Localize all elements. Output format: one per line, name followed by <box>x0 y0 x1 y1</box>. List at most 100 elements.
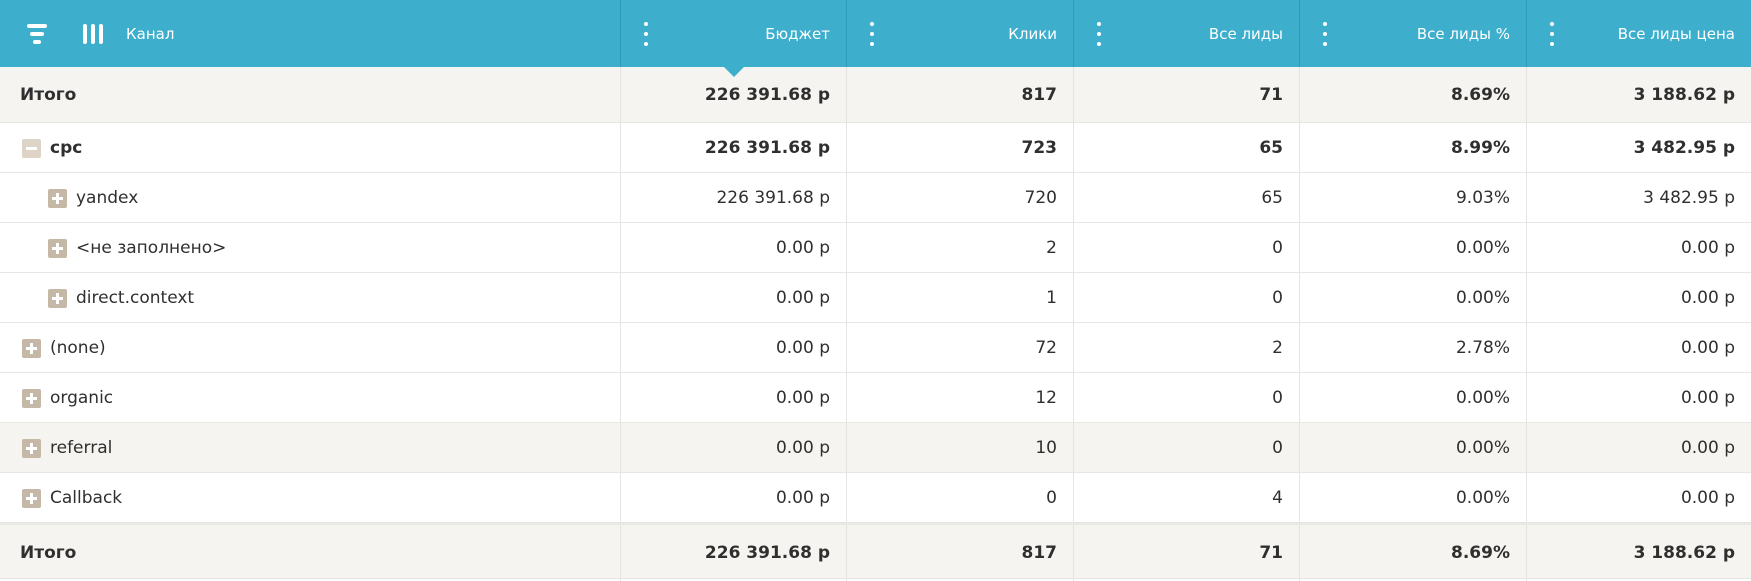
leads-price-cell: 0.00 р <box>1526 323 1751 373</box>
totals-row-top: Итого 226 391.68 р 817 71 8.69% 3 188.62… <box>0 67 1751 123</box>
kebab-icon[interactable] <box>1318 21 1332 46</box>
channel-cell: direct.context <box>0 273 620 323</box>
leads-pct-cell: 0.00% <box>1299 473 1526 523</box>
expand-icon[interactable] <box>22 388 41 408</box>
table-row: direct.context 0.00 р 1 0 0.00% 0.00 р <box>0 273 1751 323</box>
column-header-budget[interactable]: Бюджет <box>765 24 830 43</box>
budget-cell: 0.00 р <box>620 373 846 423</box>
channel-cell: Callback <box>0 473 620 523</box>
totals-leads: 71 <box>1073 525 1299 581</box>
sort-indicator-icon <box>724 67 744 77</box>
header-channel-cell: Канал <box>0 0 620 67</box>
expand-icon[interactable] <box>48 288 67 308</box>
header-leads-price-cell: Все лиды цена <box>1526 0 1751 67</box>
header-clicks-cell: Клики <box>846 0 1073 67</box>
expand-icon[interactable] <box>22 488 41 508</box>
channel-label: organic <box>50 388 114 408</box>
table-row: cpc 226 391.68 р 723 65 8.99% 3 482.95 р <box>0 123 1751 173</box>
budget-cell: 0.00 р <box>620 323 846 373</box>
leads-price-cell: 0.00 р <box>1526 223 1751 273</box>
clicks-cell: 12 <box>846 373 1073 423</box>
table-row: organic 0.00 р 12 0 0.00% 0.00 р <box>0 373 1751 423</box>
channel-label: yandex <box>76 188 139 208</box>
totals-budget: 226 391.68 р <box>620 67 846 123</box>
totals-leads-price: 3 188.62 р <box>1526 67 1751 123</box>
leads-cell: 2 <box>1073 323 1299 373</box>
kebab-icon[interactable] <box>1092 21 1106 46</box>
totals-clicks: 817 <box>846 525 1073 581</box>
clicks-cell: 10 <box>846 423 1073 473</box>
totals-budget: 226 391.68 р <box>620 525 846 581</box>
clicks-cell: 723 <box>846 123 1073 173</box>
leads-pct-cell: 9.03% <box>1299 173 1526 223</box>
leads-price-cell: 0.00 р <box>1526 273 1751 323</box>
clicks-cell: 2 <box>846 223 1073 273</box>
expand-icon[interactable] <box>48 188 67 208</box>
expand-icon[interactable] <box>48 238 67 258</box>
totals-label: Итого <box>20 85 77 105</box>
column-header-channel[interactable]: Канал <box>126 24 175 43</box>
table-row: yandex 226 391.68 р 720 65 9.03% 3 482.95 р <box>0 173 1751 223</box>
leads-pct-cell: 0.00% <box>1299 223 1526 273</box>
table-body: cpc 226 391.68 р 723 65 8.99% 3 482.95 р yande… <box>0 123 1751 523</box>
column-header-leads[interactable]: Все лиды <box>1208 24 1283 43</box>
channel-label: referral <box>50 438 113 458</box>
table-row: referral 0.00 р 10 0 0.00% 0.00 р <box>0 423 1751 473</box>
totals-clicks: 817 <box>846 67 1073 123</box>
totals-leads: 71 <box>1073 67 1299 123</box>
leads-pct-cell: 2.78% <box>1299 323 1526 373</box>
leads-pct-cell: 0.00% <box>1299 273 1526 323</box>
table-header: Канал Бюджет Клики Все лиды Все лиды % В… <box>0 0 1751 67</box>
channel-cell: organic <box>0 373 620 423</box>
clicks-cell: 1 <box>846 273 1073 323</box>
leads-price-cell: 0.00 р <box>1526 373 1751 423</box>
clicks-cell: 720 <box>846 173 1073 223</box>
channel-cell: <не заполнено> <box>0 223 620 273</box>
totals-row-bottom: Итого 226 391.68 р 817 71 8.69% 3 188.62… <box>0 523 1751 581</box>
channel-cell: referral <box>0 423 620 473</box>
leads-price-cell: 0.00 р <box>1526 423 1751 473</box>
budget-cell: 0.00 р <box>620 273 846 323</box>
leads-cell: 65 <box>1073 173 1299 223</box>
leads-price-cell: 0.00 р <box>1526 473 1751 523</box>
columns-icon[interactable] <box>78 19 108 49</box>
leads-price-cell: 3 482.95 р <box>1526 123 1751 173</box>
leads-price-cell: 3 482.95 р <box>1526 173 1751 223</box>
channel-label: cpc <box>50 138 83 158</box>
leads-pct-cell: 0.00% <box>1299 373 1526 423</box>
column-header-leads-price[interactable]: Все лиды цена <box>1617 24 1735 43</box>
budget-cell: 226 391.68 р <box>620 123 846 173</box>
clicks-cell: 72 <box>846 323 1073 373</box>
table-row: (none) 0.00 р 72 2 2.78% 0.00 р <box>0 323 1751 373</box>
channel-label: direct.context <box>76 288 195 308</box>
budget-cell: 226 391.68 р <box>620 173 846 223</box>
totals-leads-pct: 8.69% <box>1299 525 1526 581</box>
column-header-clicks[interactable]: Клики <box>1008 24 1057 43</box>
budget-cell: 0.00 р <box>620 423 846 473</box>
kebab-icon[interactable] <box>865 21 879 46</box>
channel-cell: (none) <box>0 323 620 373</box>
header-leads-pct-cell: Все лиды % <box>1299 0 1526 67</box>
leads-cell: 0 <box>1073 373 1299 423</box>
column-header-leads-pct[interactable]: Все лиды % <box>1416 24 1510 43</box>
header-leads-cell: Все лиды <box>1073 0 1299 67</box>
totals-label: Итого <box>20 543 77 563</box>
table-row: Callback 0.00 р 0 4 0.00% 0.00 р <box>0 473 1751 523</box>
expand-icon[interactable] <box>22 438 41 458</box>
totals-leads-pct: 8.69% <box>1299 67 1526 123</box>
budget-cell: 0.00 р <box>620 223 846 273</box>
leads-cell: 65 <box>1073 123 1299 173</box>
kebab-icon[interactable] <box>639 21 653 46</box>
table-row: <не заполнено> 0.00 р 2 0 0.00% 0.00 р <box>0 223 1751 273</box>
leads-cell: 0 <box>1073 423 1299 473</box>
leads-pct-cell: 0.00% <box>1299 423 1526 473</box>
leads-cell: 4 <box>1073 473 1299 523</box>
leads-pct-cell: 8.99% <box>1299 123 1526 173</box>
header-budget-cell: Бюджет <box>620 0 846 67</box>
expand-icon[interactable] <box>22 338 41 358</box>
collapse-icon[interactable] <box>22 138 41 158</box>
kebab-icon[interactable] <box>1545 21 1559 46</box>
channel-cell: yandex <box>0 173 620 223</box>
menu-icon[interactable] <box>22 19 52 49</box>
